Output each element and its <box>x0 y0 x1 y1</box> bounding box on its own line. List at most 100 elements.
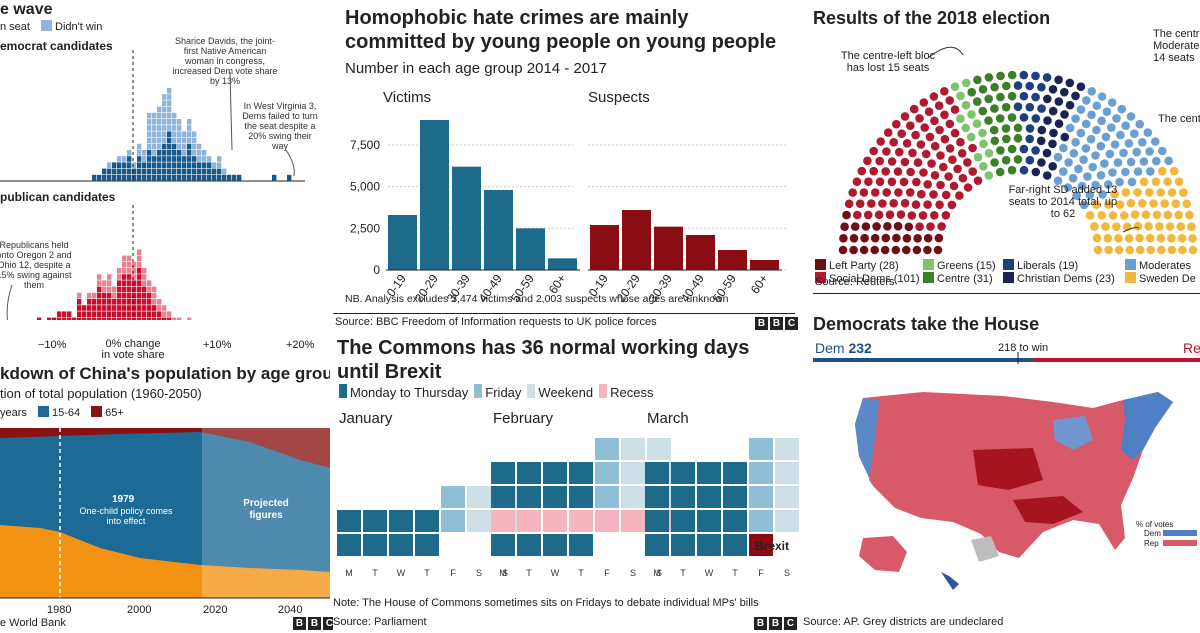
parliament-seat <box>883 128 893 137</box>
histogram-cell-won <box>97 317 102 320</box>
parliament-seat <box>1071 137 1080 147</box>
histogram-cell-won <box>67 311 72 317</box>
parliament-seat <box>1158 146 1167 156</box>
histogram-cell-won <box>82 305 87 311</box>
panel-china-population: kdown of China's population by age group… <box>0 360 330 630</box>
histogram-cell-won <box>52 317 57 320</box>
histogram-cell-won <box>132 286 137 293</box>
histogram-cell-lost <box>142 150 147 156</box>
parliament-seat <box>1167 233 1176 243</box>
histogram-cell-won <box>222 174 227 181</box>
histogram-cell-lost <box>137 255 142 262</box>
parliament-seat <box>972 119 982 128</box>
x-axis-mid-label: 0% change in vote share <box>101 338 165 361</box>
histogram-cell-lost <box>157 119 162 125</box>
weekday-label: M <box>345 568 353 578</box>
histogram-cell-lost <box>167 119 172 125</box>
parliament-seat <box>1037 104 1046 113</box>
histogram-cell-won <box>172 174 177 181</box>
parliament-seat <box>896 210 906 219</box>
calendar-legend-label: Weekend <box>538 385 594 400</box>
weekday-label: T <box>372 568 378 578</box>
histogram-cell-won <box>82 317 87 320</box>
bar-suspects-50-59 <box>718 250 747 270</box>
parliament-seat <box>1165 222 1175 231</box>
parliament-seat <box>1176 222 1186 231</box>
parliament-seat <box>1079 155 1088 164</box>
parliament-seat <box>953 164 962 174</box>
parliament-seat <box>1019 144 1029 154</box>
histogram-cell-lost <box>167 88 172 94</box>
histogram-cell-lost <box>177 125 182 131</box>
histogram-cell-lost <box>162 119 167 125</box>
parliament-seat <box>968 167 977 176</box>
parliament-seat <box>948 155 957 164</box>
parliament-seat <box>869 166 878 176</box>
histogram-cell-won <box>92 305 97 311</box>
histogram-cell-won <box>117 299 122 305</box>
annotation-centre-left: The centre-left bloc has lost 15 seats <box>840 50 936 74</box>
histogram-cell-lost <box>147 125 152 131</box>
histogram-cell-won <box>157 150 162 156</box>
parliament-seat <box>916 140 926 149</box>
parliament-seat <box>909 104 919 114</box>
histogram-cell-lost <box>152 143 157 150</box>
panel-5-title: The Commons has 36 normal working days u… <box>337 337 750 383</box>
parliament-seat <box>961 123 971 133</box>
parliament-seat <box>1081 144 1091 153</box>
parliament-seat <box>900 157 910 167</box>
weekday-label: M <box>499 568 507 578</box>
parliament-seat <box>875 177 885 186</box>
parliament-seat <box>984 148 994 158</box>
histogram-cell-won <box>127 280 132 286</box>
legend-swatch-old <box>91 406 103 417</box>
calendar-day <box>363 510 387 532</box>
parliament-seat <box>1096 171 1106 180</box>
histogram-cell-won <box>162 156 167 162</box>
bar-suspects-30-39 <box>654 226 683 270</box>
histogram-cell-lost <box>162 125 167 131</box>
parliament-seat <box>934 233 944 243</box>
histogram-cell-won <box>182 156 187 162</box>
parliament-seat <box>906 121 915 130</box>
histogram-cell-lost <box>162 305 167 311</box>
histogram-cell-won <box>137 174 142 181</box>
parliament-seat <box>1065 123 1075 133</box>
parliament-seat <box>1002 134 1011 144</box>
histogram-cell-lost <box>152 131 157 137</box>
histogram-cell-lost <box>77 292 82 299</box>
parliament-seat <box>920 123 929 132</box>
parliament-seat <box>1115 177 1124 187</box>
annotation-republicans: Republicans held onto Oregon 2 and Ohio … <box>0 240 72 290</box>
histogram-cell-won <box>187 174 192 181</box>
histogram-cell-lost <box>192 150 197 156</box>
parliament-seat <box>1019 91 1029 101</box>
parliament-seat <box>996 92 1005 102</box>
histogram-cell-won <box>127 156 132 162</box>
parliament-seat <box>1060 87 1069 97</box>
x-tick-2020: 2020 <box>203 604 228 616</box>
parliament-seat <box>848 188 857 197</box>
parliament-seat <box>1160 199 1169 208</box>
parliament-seat <box>904 222 914 232</box>
histogram-cell-won <box>137 268 142 274</box>
histogram-cell-lost <box>152 112 157 119</box>
parliament-seat <box>1135 245 1145 255</box>
histogram-cell-lost <box>217 162 222 168</box>
calendar-day <box>645 462 669 484</box>
histogram-cell-lost <box>147 137 152 144</box>
weekday-label: S <box>476 568 482 578</box>
parliament-seat <box>1092 125 1101 135</box>
us-map-grey-southwest <box>971 536 999 562</box>
parliament-seat <box>973 75 982 85</box>
histogram-cell-lost <box>187 137 192 144</box>
histogram-cell-lost <box>142 274 147 280</box>
month-march: March <box>647 410 689 427</box>
histogram-cell-won <box>137 317 142 320</box>
parliament-seat <box>1001 102 1011 112</box>
parliament-seat <box>869 146 878 156</box>
parliament-seat <box>958 173 968 183</box>
parliament-seat <box>895 147 904 157</box>
parliament-seat <box>989 125 999 135</box>
histogram-cell-won <box>132 311 137 317</box>
